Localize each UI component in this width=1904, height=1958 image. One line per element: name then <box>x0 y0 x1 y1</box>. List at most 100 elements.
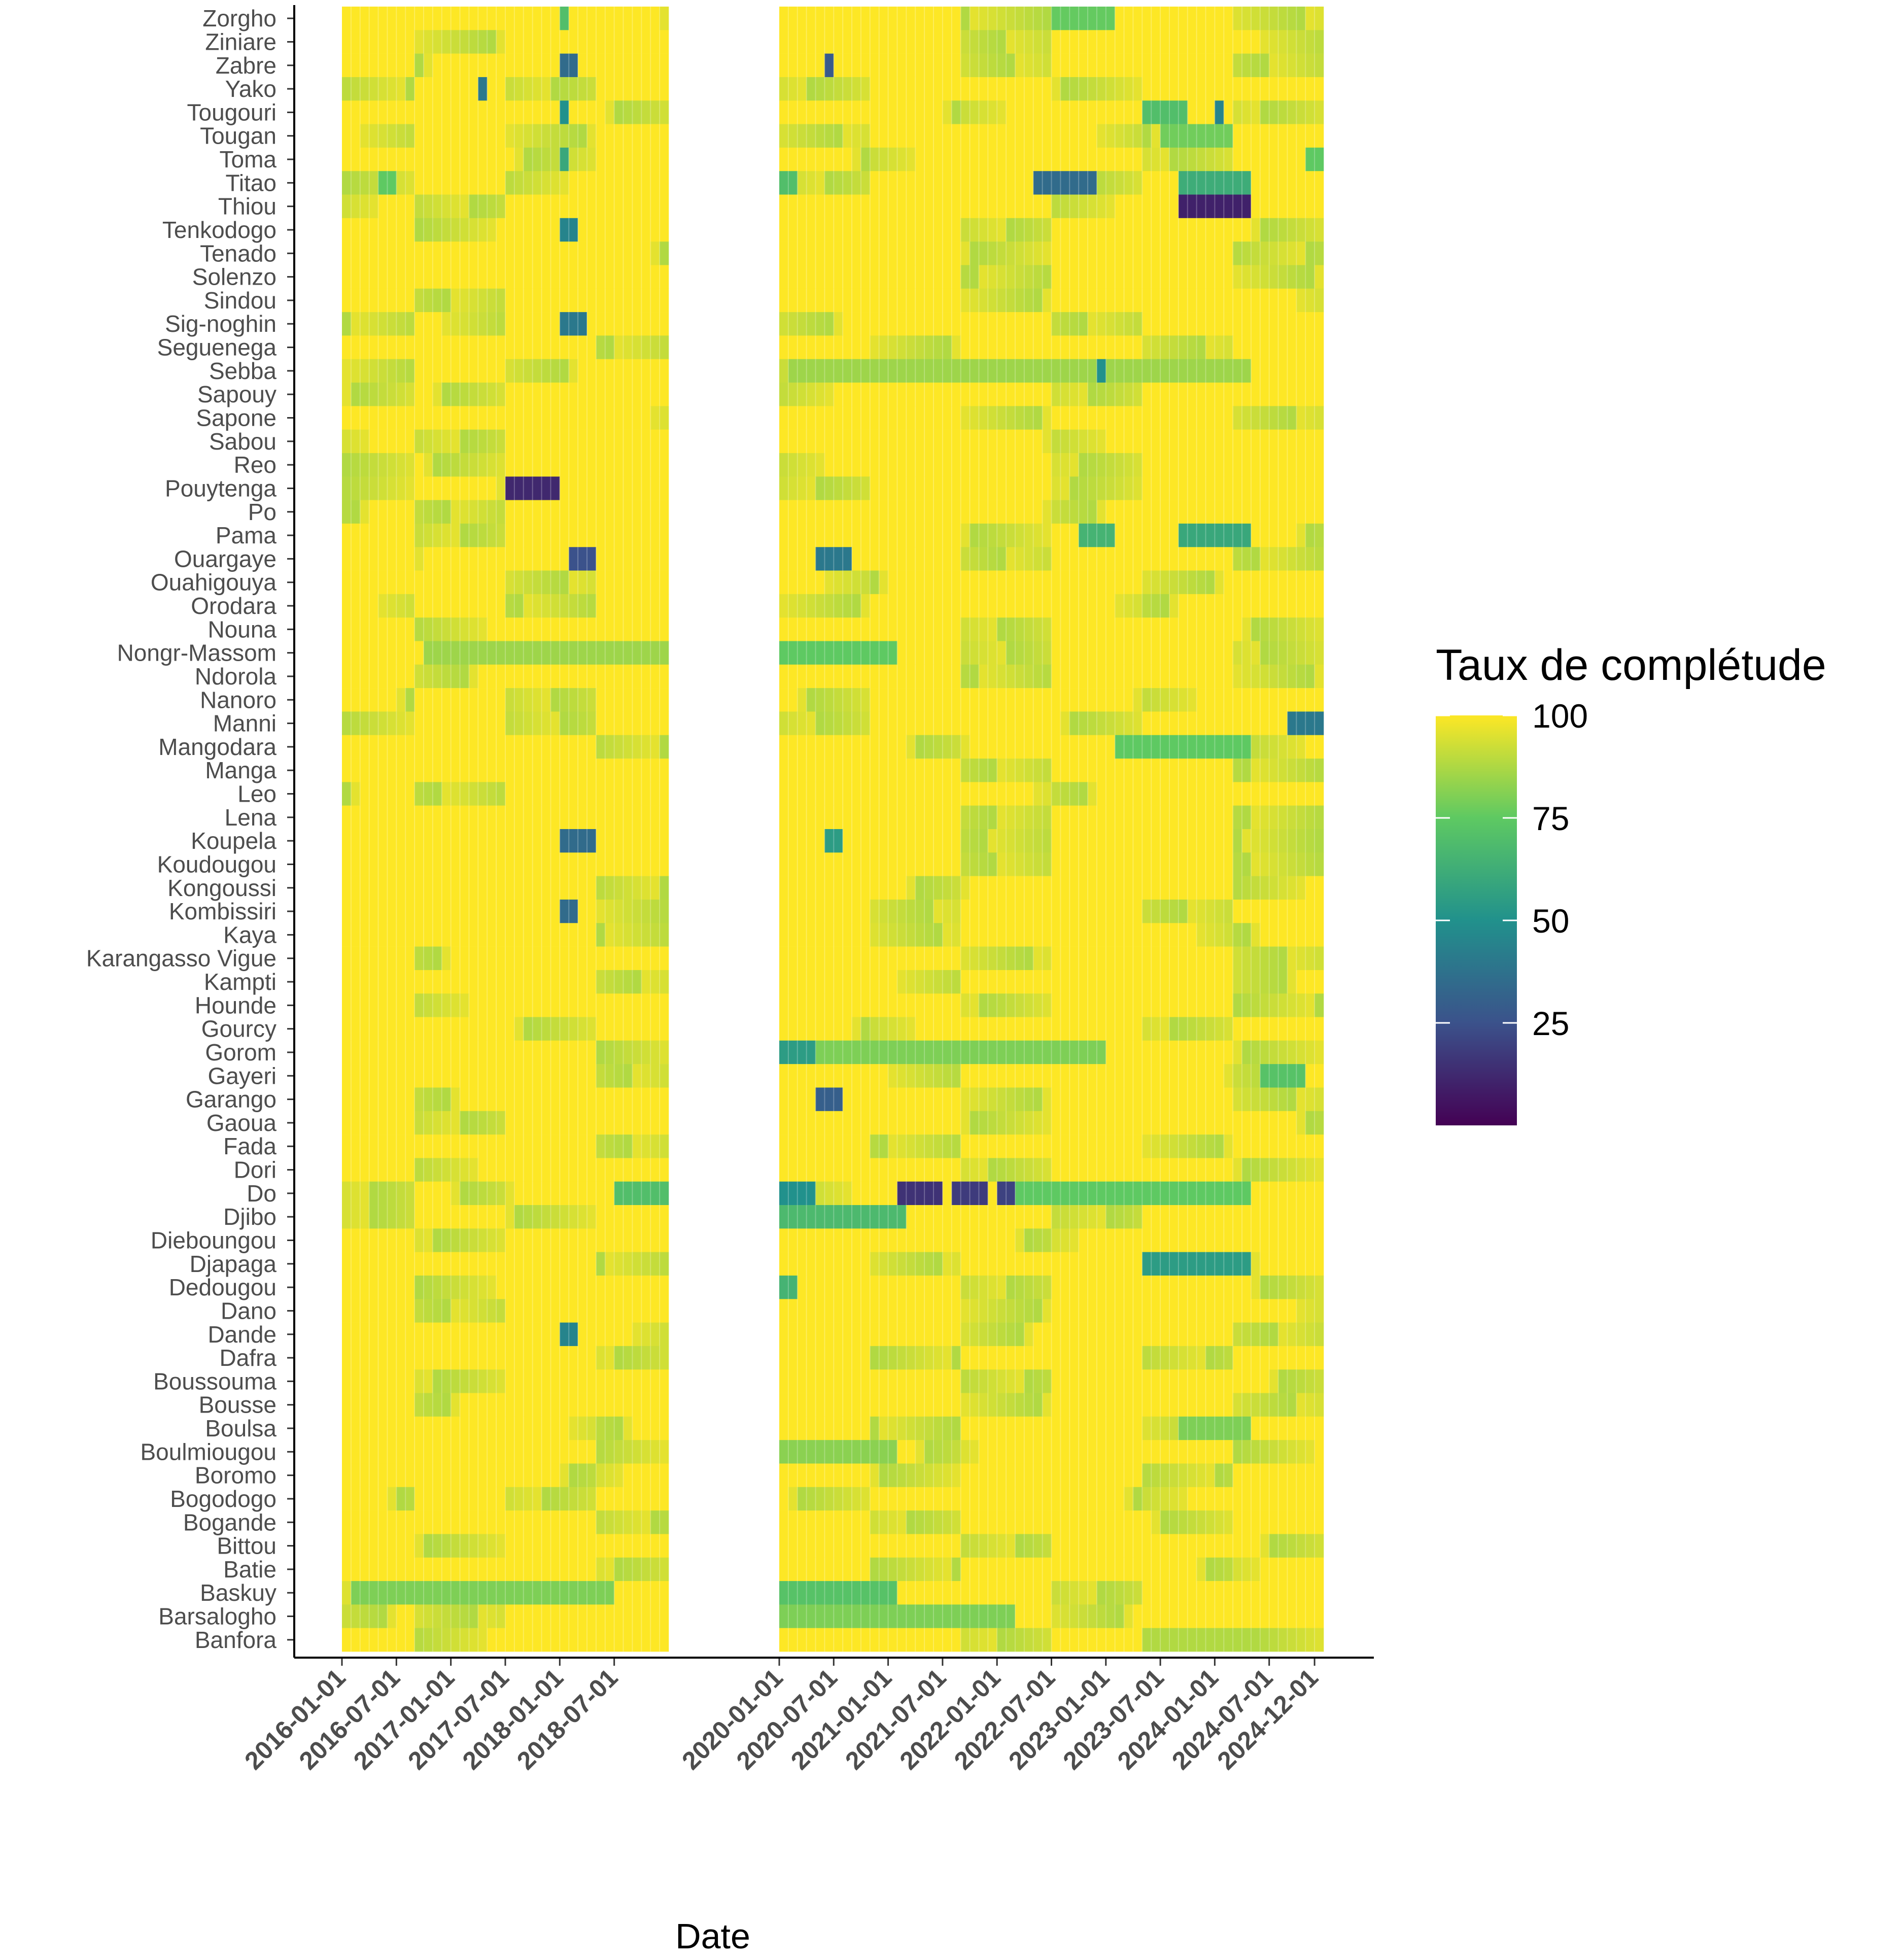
heatmap-cell-tenkodogo <box>660 218 669 242</box>
heatmap-cell-boromo <box>478 1463 488 1488</box>
heatmap-cell-ouargaye <box>514 547 524 571</box>
heatmap-cell-boulmiougou <box>560 1440 569 1464</box>
heatmap-cell-batie <box>505 1557 515 1582</box>
heatmap-cell-lena <box>560 805 569 830</box>
heatmap-cell-thiou <box>441 194 451 219</box>
heatmap-cell-garango <box>614 1087 624 1112</box>
heatmap-cell-nongr-massom <box>405 641 415 665</box>
heatmap-cell-sapone <box>396 406 406 430</box>
heatmap-cell-kongoussi <box>623 876 633 900</box>
heatmap-cell-nanoro <box>496 688 506 712</box>
heatmap-cell-mangodara <box>478 735 488 759</box>
heatmap-cell-manga <box>360 759 369 782</box>
heatmap-cell-baskuy <box>505 1581 515 1605</box>
heatmap-cell-toma <box>569 147 578 171</box>
heatmap-cell-barsalogho <box>532 1604 542 1628</box>
heatmap-cell-manga <box>514 759 524 782</box>
heatmap-cell-nongr-massom <box>414 641 424 665</box>
heatmap-cell-pouytenga <box>632 476 642 500</box>
heatmap-cell-zabre <box>523 53 533 78</box>
heatmap-cell-zabre <box>441 53 451 78</box>
heatmap-cell-djibo <box>414 1205 424 1229</box>
heatmap-cell-garango <box>514 1087 524 1112</box>
heatmap-cell-pouytenga <box>414 476 424 500</box>
heatmap-cell-ndorola <box>578 664 587 689</box>
heatmap-cell-dedougou <box>650 1275 660 1299</box>
heatmap-cell-yako <box>560 77 569 101</box>
heatmap-cell-dori <box>596 1158 606 1182</box>
heatmap-cell-bittou <box>496 1534 506 1558</box>
heatmap-cell-bogodogo <box>614 1487 624 1511</box>
heatmap-cell-reo <box>369 453 378 477</box>
heatmap-cell-batie <box>378 1557 388 1582</box>
heatmap-cell-kaya <box>550 923 560 947</box>
heatmap-cell-tenado <box>614 242 624 265</box>
heatmap-cell-fada <box>405 1135 415 1158</box>
heatmap-cell-ziniare <box>596 30 606 54</box>
heatmap-cell-toma <box>342 147 352 171</box>
heatmap-cell-sebba <box>360 359 369 383</box>
heatmap-cell-ndorola <box>387 664 397 689</box>
heatmap-cell-tenkodogo <box>487 218 497 242</box>
heatmap-cell-sapone <box>641 406 651 430</box>
heatmap-cell-seguenega <box>424 335 433 360</box>
heatmap-cell-djibo <box>351 1205 361 1229</box>
heatmap-cell-bogodogo <box>550 1487 560 1511</box>
heatmap-cell-tenkodogo <box>650 218 660 242</box>
heatmap-cell-reo <box>441 453 451 477</box>
heatmap-cell-pouytenga <box>541 476 551 500</box>
heatmap-cell-manga <box>532 759 542 782</box>
heatmap-cell-po <box>587 500 597 524</box>
heatmap-cell-zabre <box>414 53 424 78</box>
heatmap-cell-baskuy <box>514 1581 524 1605</box>
heatmap-cell-mangodara <box>541 735 551 759</box>
heatmap-cell-gayeri <box>378 1064 388 1088</box>
heatmap-cell-sig-noghin <box>360 312 369 336</box>
heatmap-cell-ndorola <box>560 664 569 689</box>
heatmap-cell-dande <box>342 1322 352 1347</box>
heatmap-cell-batie <box>596 1557 606 1582</box>
heatmap-cell-garango <box>424 1087 433 1112</box>
heatmap-cell-nouna <box>378 617 388 641</box>
heatmap-cell-tougan <box>414 124 424 148</box>
heatmap-cell-gaoua <box>487 1111 497 1135</box>
heatmap-cell-mangodara <box>351 735 361 759</box>
heatmap-cell-gaoua <box>460 1111 469 1135</box>
heatmap-cell-po <box>605 500 614 524</box>
heatmap-cell-banfora <box>623 1628 633 1652</box>
heatmap-cell-dande <box>396 1322 406 1347</box>
heatmap-cell-po <box>451 500 460 524</box>
heatmap-cell-kaya <box>414 923 424 947</box>
heatmap-cell-solenzo <box>487 265 497 289</box>
heatmap-cell-fada <box>460 1135 469 1158</box>
heatmap-cell-sindou <box>596 288 606 313</box>
heatmap-cell-djapaga <box>660 1252 669 1276</box>
heatmap-cell-orodara <box>650 594 660 618</box>
heatmap-cell-batie <box>641 1557 651 1582</box>
heatmap-cell-dieboungou <box>560 1228 569 1252</box>
heatmap-cell-bittou <box>441 1534 451 1558</box>
heatmap-cell-dieboungou <box>405 1228 415 1252</box>
heatmap-cell-sapouy <box>487 383 497 406</box>
heatmap-cell-manga <box>460 759 469 782</box>
heatmap-cell-nouna <box>514 617 524 641</box>
heatmap-cell-reo <box>342 453 352 477</box>
heatmap-cell-kampti <box>360 970 369 994</box>
heatmap-cell-fada <box>578 1135 587 1158</box>
heatmap-cell-dori <box>441 1158 451 1182</box>
heatmap-cell-tenado <box>424 242 433 265</box>
heatmap-cell-fada <box>342 1135 352 1158</box>
heatmap-cell-dano <box>441 1299 451 1323</box>
heatmap-cell-djibo <box>369 1205 378 1229</box>
heatmap-cell-barsalogho <box>451 1604 460 1628</box>
heatmap-cell-tougan <box>378 124 388 148</box>
heatmap-cell-sapouy <box>605 383 614 406</box>
heatmap-cell-pama <box>496 523 506 547</box>
heatmap-cell-nanoro <box>469 688 478 712</box>
heatmap-cell-zorgho <box>870 7 880 30</box>
heatmap-cell-ouahigouya <box>541 570 551 595</box>
heatmap-cell-leo <box>550 782 560 806</box>
heatmap-cell-solenzo <box>405 265 415 289</box>
heatmap-cell-karangasso-vigue <box>623 946 633 971</box>
